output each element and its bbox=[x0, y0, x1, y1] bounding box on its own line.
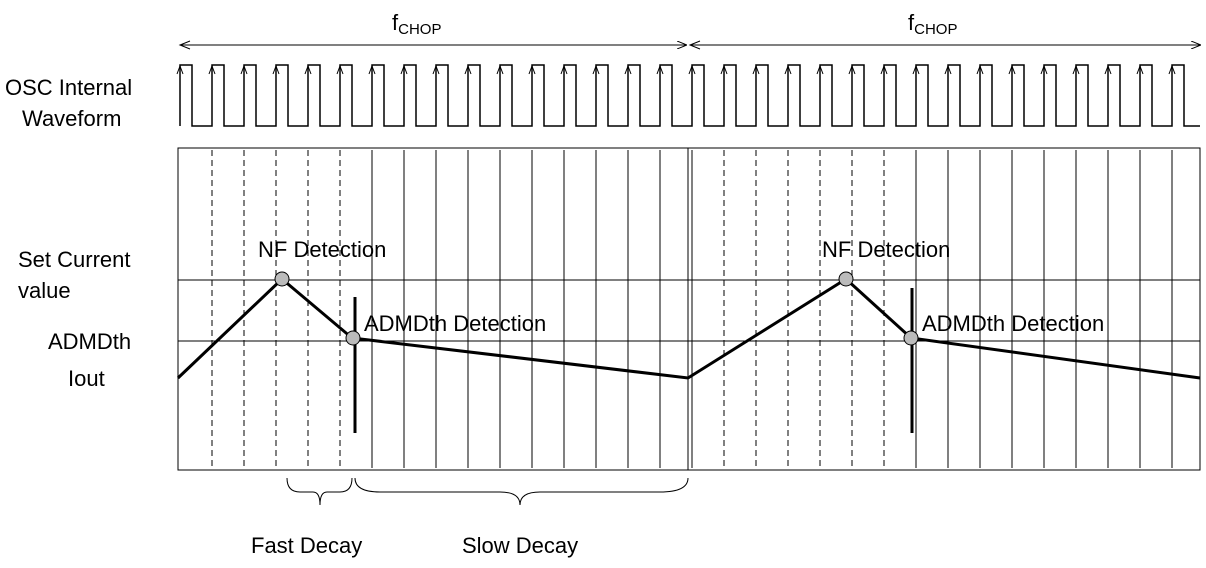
period-label: fCHOP bbox=[908, 10, 957, 38]
slow-decay-label: Slow Decay bbox=[462, 533, 578, 558]
edge-arrow bbox=[1008, 64, 1016, 75]
edge-arrows bbox=[176, 64, 1176, 75]
fast-brace bbox=[286, 477, 353, 506]
edge-arrow bbox=[688, 64, 696, 75]
edge-arrow bbox=[816, 64, 824, 75]
edge-arrow bbox=[976, 64, 984, 75]
edge-arrow bbox=[496, 64, 504, 75]
edge-arrow bbox=[1072, 64, 1080, 75]
edge-arrow bbox=[528, 64, 536, 75]
set-current-label: Set Current bbox=[18, 247, 131, 272]
nf-point bbox=[838, 271, 854, 287]
admdth-label: ADMDth bbox=[48, 329, 131, 354]
edge-arrow bbox=[368, 64, 376, 75]
edge-arrow bbox=[304, 64, 312, 75]
period-arrows: fCHOP fCHOP bbox=[178, 10, 1200, 50]
edge-arrow bbox=[912, 64, 920, 75]
osc-waveform bbox=[179, 64, 1200, 127]
plot-frame bbox=[177, 147, 1201, 471]
osc-label: OSC Internal bbox=[5, 75, 132, 100]
period-main: f bbox=[908, 10, 915, 35]
admdth-point bbox=[345, 330, 361, 346]
edge-arrow bbox=[1040, 64, 1048, 75]
edge-arrow bbox=[240, 64, 248, 75]
edge-arrow bbox=[656, 64, 664, 75]
edge-arrow bbox=[848, 64, 856, 75]
nf-label: NF Detection bbox=[258, 237, 386, 262]
grid bbox=[211, 150, 1173, 468]
edge-arrow bbox=[272, 64, 280, 75]
edge-arrow bbox=[336, 64, 344, 75]
admdth-point bbox=[903, 330, 919, 346]
osc-label: Waveform bbox=[22, 106, 121, 131]
edge-arrow bbox=[624, 64, 632, 75]
period-sub: CHOP bbox=[398, 21, 441, 38]
edge-arrow bbox=[592, 64, 600, 75]
edge-arrow bbox=[880, 64, 888, 75]
edge-arrow bbox=[1168, 64, 1176, 75]
admdth-detection-label: ADMDth Detection bbox=[364, 311, 546, 336]
arrow-head bbox=[688, 40, 701, 50]
nf-label: NF Detection bbox=[822, 237, 950, 262]
nf-point bbox=[274, 271, 290, 287]
set-current-label: value bbox=[18, 278, 71, 303]
edge-arrow bbox=[720, 64, 728, 75]
period-main: f bbox=[392, 10, 399, 35]
iout-label: Iout bbox=[68, 366, 105, 391]
edge-arrow bbox=[176, 64, 184, 75]
period-sub: CHOP bbox=[914, 21, 957, 38]
arrow-head bbox=[178, 40, 191, 50]
edge-arrow bbox=[752, 64, 760, 75]
fast-decay-label: Fast Decay bbox=[251, 533, 362, 558]
edge-arrow bbox=[560, 64, 568, 75]
edge-arrow bbox=[784, 64, 792, 75]
edge-arrow bbox=[464, 64, 472, 75]
slow-brace bbox=[354, 477, 689, 506]
period-label: fCHOP bbox=[392, 10, 441, 38]
edge-arrow bbox=[208, 64, 216, 75]
edge-arrow bbox=[944, 64, 952, 75]
edge-arrow bbox=[1136, 64, 1144, 75]
edge-arrow bbox=[1104, 64, 1112, 75]
edge-arrow bbox=[400, 64, 408, 75]
admdth-detection-label: ADMDth Detection bbox=[922, 311, 1104, 336]
edge-arrow bbox=[432, 64, 440, 75]
